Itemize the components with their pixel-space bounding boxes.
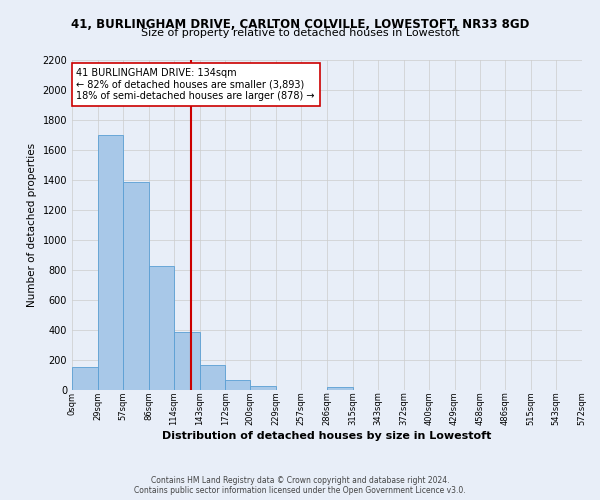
Bar [199, 365, 226, 390]
Text: 41 BURLINGHAM DRIVE: 134sqm
← 82% of detached houses are smaller (3,893)
18% of : 41 BURLINGHAM DRIVE: 134sqm ← 82% of det… [76, 68, 315, 102]
Text: Contains HM Land Registry data © Crown copyright and database right 2024.
Contai: Contains HM Land Registry data © Crown c… [134, 476, 466, 495]
Bar [226, 380, 250, 390]
Text: Size of property relative to detached houses in Lowestoft: Size of property relative to detached ho… [140, 28, 460, 38]
Y-axis label: Number of detached properties: Number of detached properties [27, 143, 37, 307]
X-axis label: Distribution of detached houses by size in Lowestoft: Distribution of detached houses by size … [163, 431, 491, 441]
Bar [72, 367, 98, 390]
Bar [123, 182, 149, 390]
Bar [173, 332, 199, 390]
Text: 41, BURLINGHAM DRIVE, CARLTON COLVILLE, LOWESTOFT, NR33 8GD: 41, BURLINGHAM DRIVE, CARLTON COLVILLE, … [71, 18, 529, 30]
Bar [149, 266, 173, 390]
Bar [327, 386, 353, 390]
Bar [250, 386, 276, 390]
Bar [98, 135, 123, 390]
